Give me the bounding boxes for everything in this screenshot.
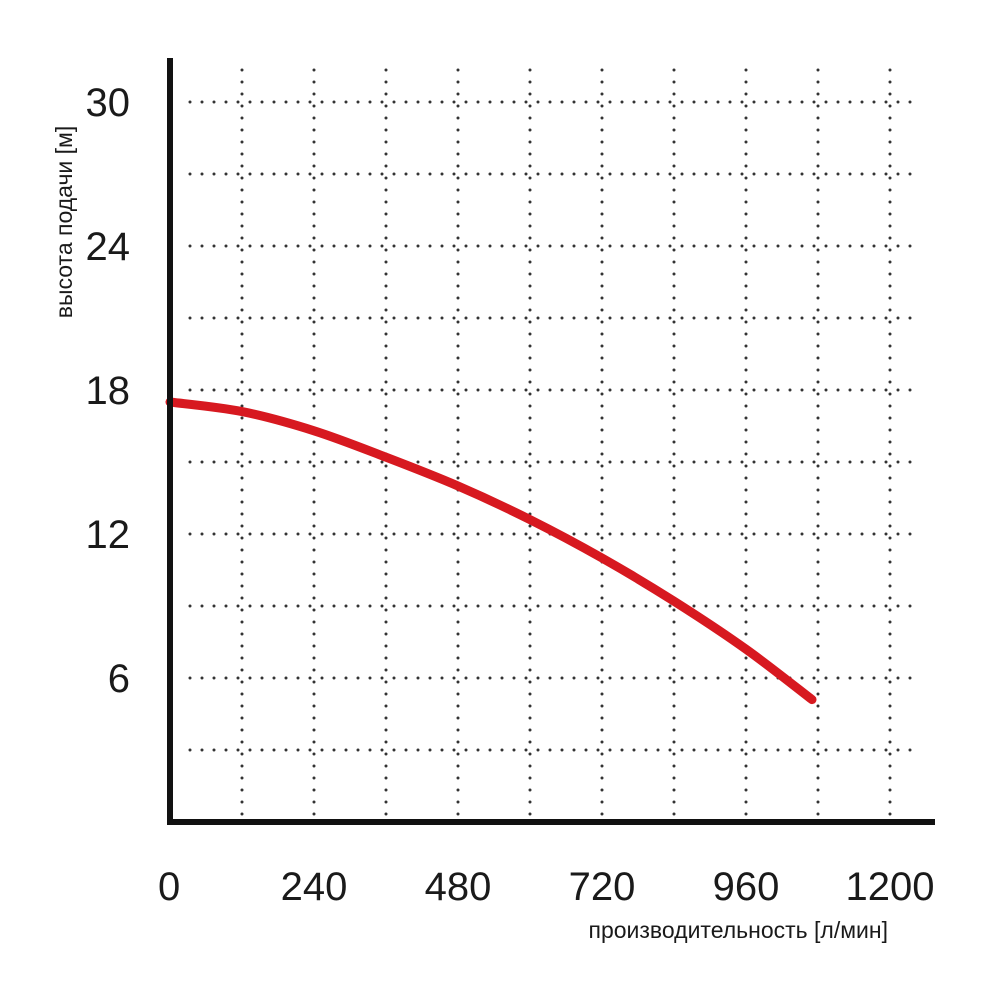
x-tick-label: 240 bbox=[281, 865, 348, 909]
x-tick-label: 720 bbox=[569, 865, 636, 909]
series-layer bbox=[165, 397, 817, 705]
grid bbox=[188, 58, 920, 816]
pump-curve-line bbox=[165, 397, 817, 705]
y-tick-label: 18 bbox=[86, 369, 131, 413]
y-tick-label: 24 bbox=[86, 225, 131, 269]
y-tick-label: 30 bbox=[86, 81, 131, 125]
x-tick-label: 1200 bbox=[846, 865, 935, 909]
y-axis-title: высота подачи [м] bbox=[51, 126, 77, 319]
x-tick-label: 0 bbox=[158, 865, 180, 909]
x-axis-title: производительность [л/мин] bbox=[588, 917, 888, 943]
x-tick-labels: 0 240 480 720 960 1200 bbox=[158, 865, 934, 909]
y-tick-labels: 6 12 18 24 30 bbox=[86, 81, 131, 701]
axes bbox=[167, 58, 935, 825]
y-tick-label: 12 bbox=[86, 513, 131, 557]
y-tick-label: 6 bbox=[108, 657, 130, 701]
x-tick-label: 960 bbox=[713, 865, 780, 909]
x-tick-label: 480 bbox=[425, 865, 492, 909]
